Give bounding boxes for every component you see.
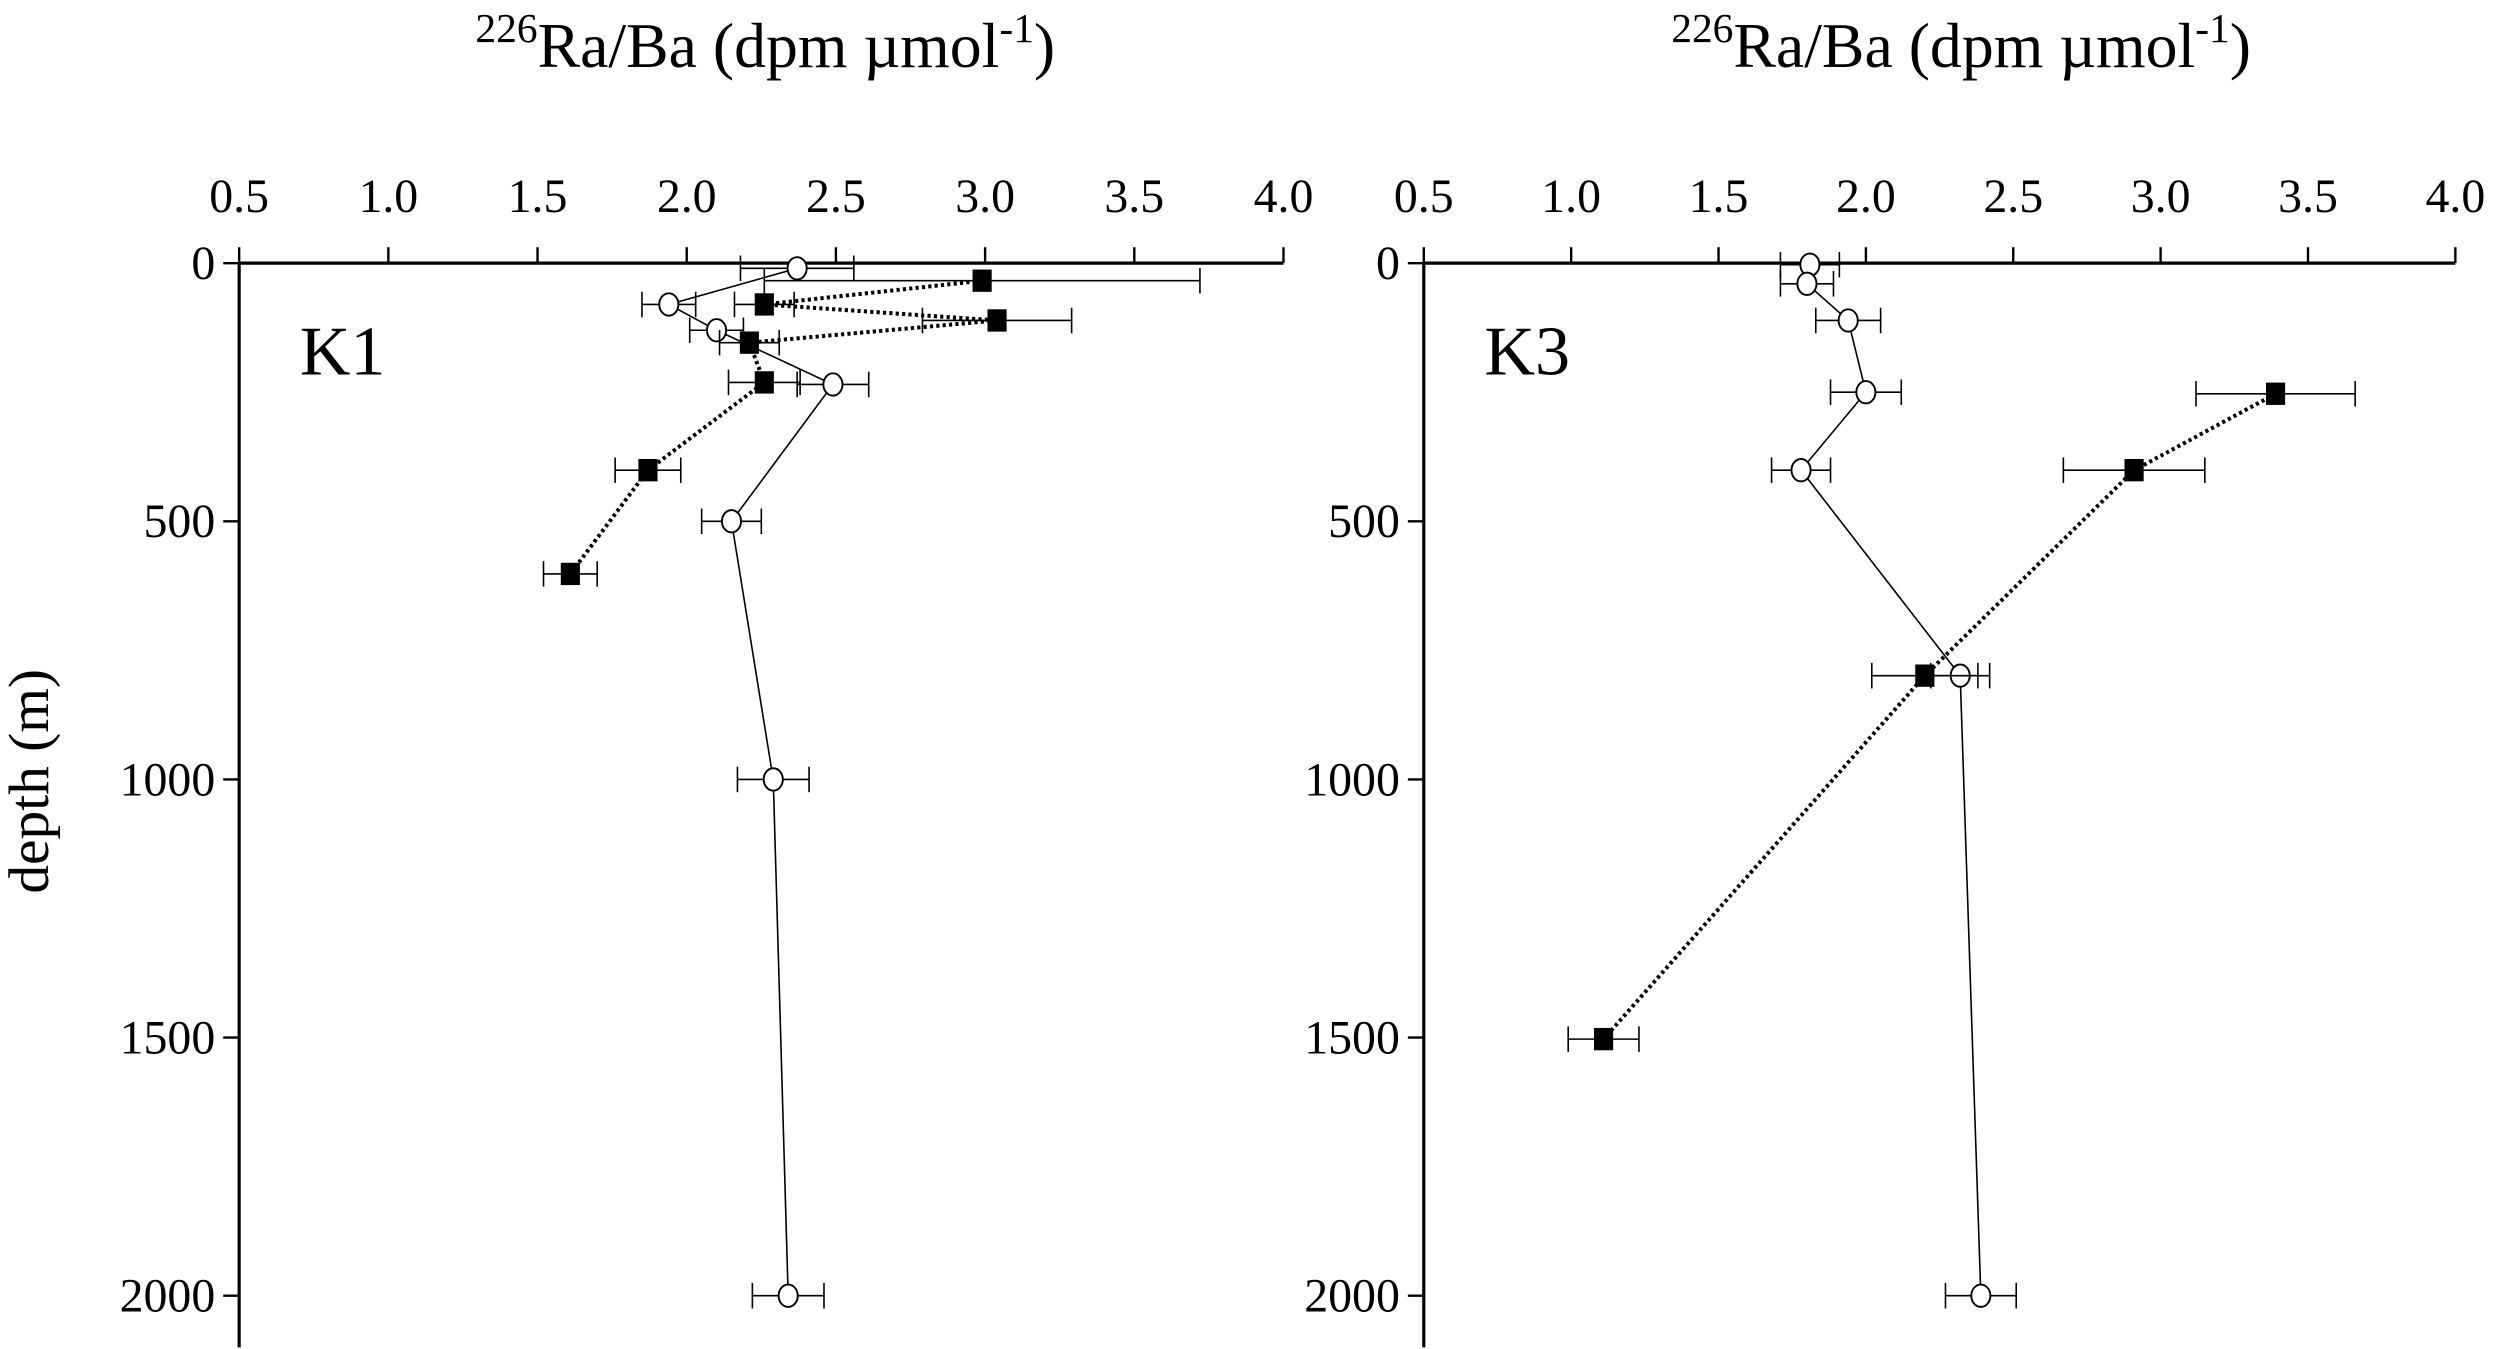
data-point [658, 292, 680, 317]
x-axis-title: 226Ra/Ba (dpm µmol-1) [475, 5, 1055, 81]
title-text: ) [2230, 10, 2251, 81]
profile-line [1602, 392, 2277, 1041]
data-point [754, 293, 774, 316]
profile-line [1800, 264, 1982, 1296]
x-tick-label: 3.5 [1104, 170, 1164, 223]
data-point [987, 309, 1007, 332]
data-point [706, 318, 728, 343]
data-point [720, 509, 743, 534]
panel-label: K1 [300, 313, 386, 391]
superscript: -1 [2195, 5, 2230, 51]
data-point [754, 371, 774, 394]
y-tick-label: 500 [143, 495, 215, 548]
data-point [2124, 459, 2144, 482]
y-tick-label: 1000 [1304, 753, 1400, 806]
y-tick-label: 0 [191, 237, 215, 290]
x-tick-label: 0.5 [209, 170, 269, 223]
y-tick-label: 1000 [120, 753, 216, 806]
y-tick-label: 1500 [1304, 1012, 1400, 1065]
x-tick-label: 3.0 [955, 170, 1015, 223]
x-tick-label: 0.5 [1394, 170, 1454, 223]
y-tick-label: 2000 [1304, 1270, 1400, 1323]
y-tick-label: 500 [1328, 495, 1400, 548]
y-axis-title: depth (m) [0, 669, 61, 894]
data-point [1915, 664, 1935, 687]
superscript: -1 [999, 5, 1034, 51]
x-tick-label: 3.5 [2278, 170, 2338, 223]
data-point [2266, 382, 2286, 405]
y-tick-label: 2000 [120, 1270, 216, 1323]
data-point [1837, 308, 1859, 333]
title-text: Ra/Ba (dpm µmol [1733, 10, 2195, 81]
data-point [786, 256, 808, 281]
x-tick-label: 4.0 [2425, 170, 2485, 223]
data-point [1594, 1027, 1614, 1051]
data-point [762, 767, 784, 792]
x-tick-label: 1.5 [508, 170, 568, 223]
data-point [972, 269, 992, 292]
x-tick-label: 2.5 [806, 170, 866, 223]
title-text: Ra/Ba (dpm µmol [538, 10, 1000, 81]
x-tick-label: 2.0 [1836, 170, 1896, 223]
data-point [1970, 1283, 1992, 1308]
data-point [560, 562, 580, 586]
data-point [1796, 271, 1818, 296]
data-point [739, 331, 759, 354]
superscript: 226 [475, 5, 537, 51]
data-point [822, 372, 844, 397]
data-point [777, 1283, 799, 1308]
x-tick-label: 2.5 [1983, 170, 2043, 223]
data-point [1855, 380, 1877, 405]
x-tick-label: 4.0 [1254, 170, 1314, 223]
chart-panel: 226Ra/Ba (dpm µmol-1) K3 0.5 1.0 1.5 2.0 2.5 3.… [1304, 5, 2485, 1348]
x-tick-label: 2.0 [657, 170, 717, 223]
x-axis-title: 226Ra/Ba (dpm µmol-1) [1671, 5, 2251, 81]
data-point [1790, 458, 1812, 483]
panel-label: K3 [1484, 313, 1570, 391]
x-tick-label: 3.0 [2131, 170, 2191, 223]
chart-panel: 226Ra/Ba (dpm µmol-1) depth (m) K1 0.5 1.0 1.… [0, 5, 1314, 1348]
title-text: ) [1034, 10, 1055, 81]
y-tick-label: 0 [1376, 237, 1400, 290]
profile-line [568, 278, 998, 576]
x-tick-label: 1.0 [1541, 170, 1601, 223]
superscript: 226 [1671, 5, 1733, 51]
x-tick-label: 1.5 [1689, 170, 1749, 223]
x-tick-label: 1.0 [358, 170, 418, 223]
data-point [638, 459, 658, 482]
y-tick-label: 1500 [120, 1012, 216, 1065]
